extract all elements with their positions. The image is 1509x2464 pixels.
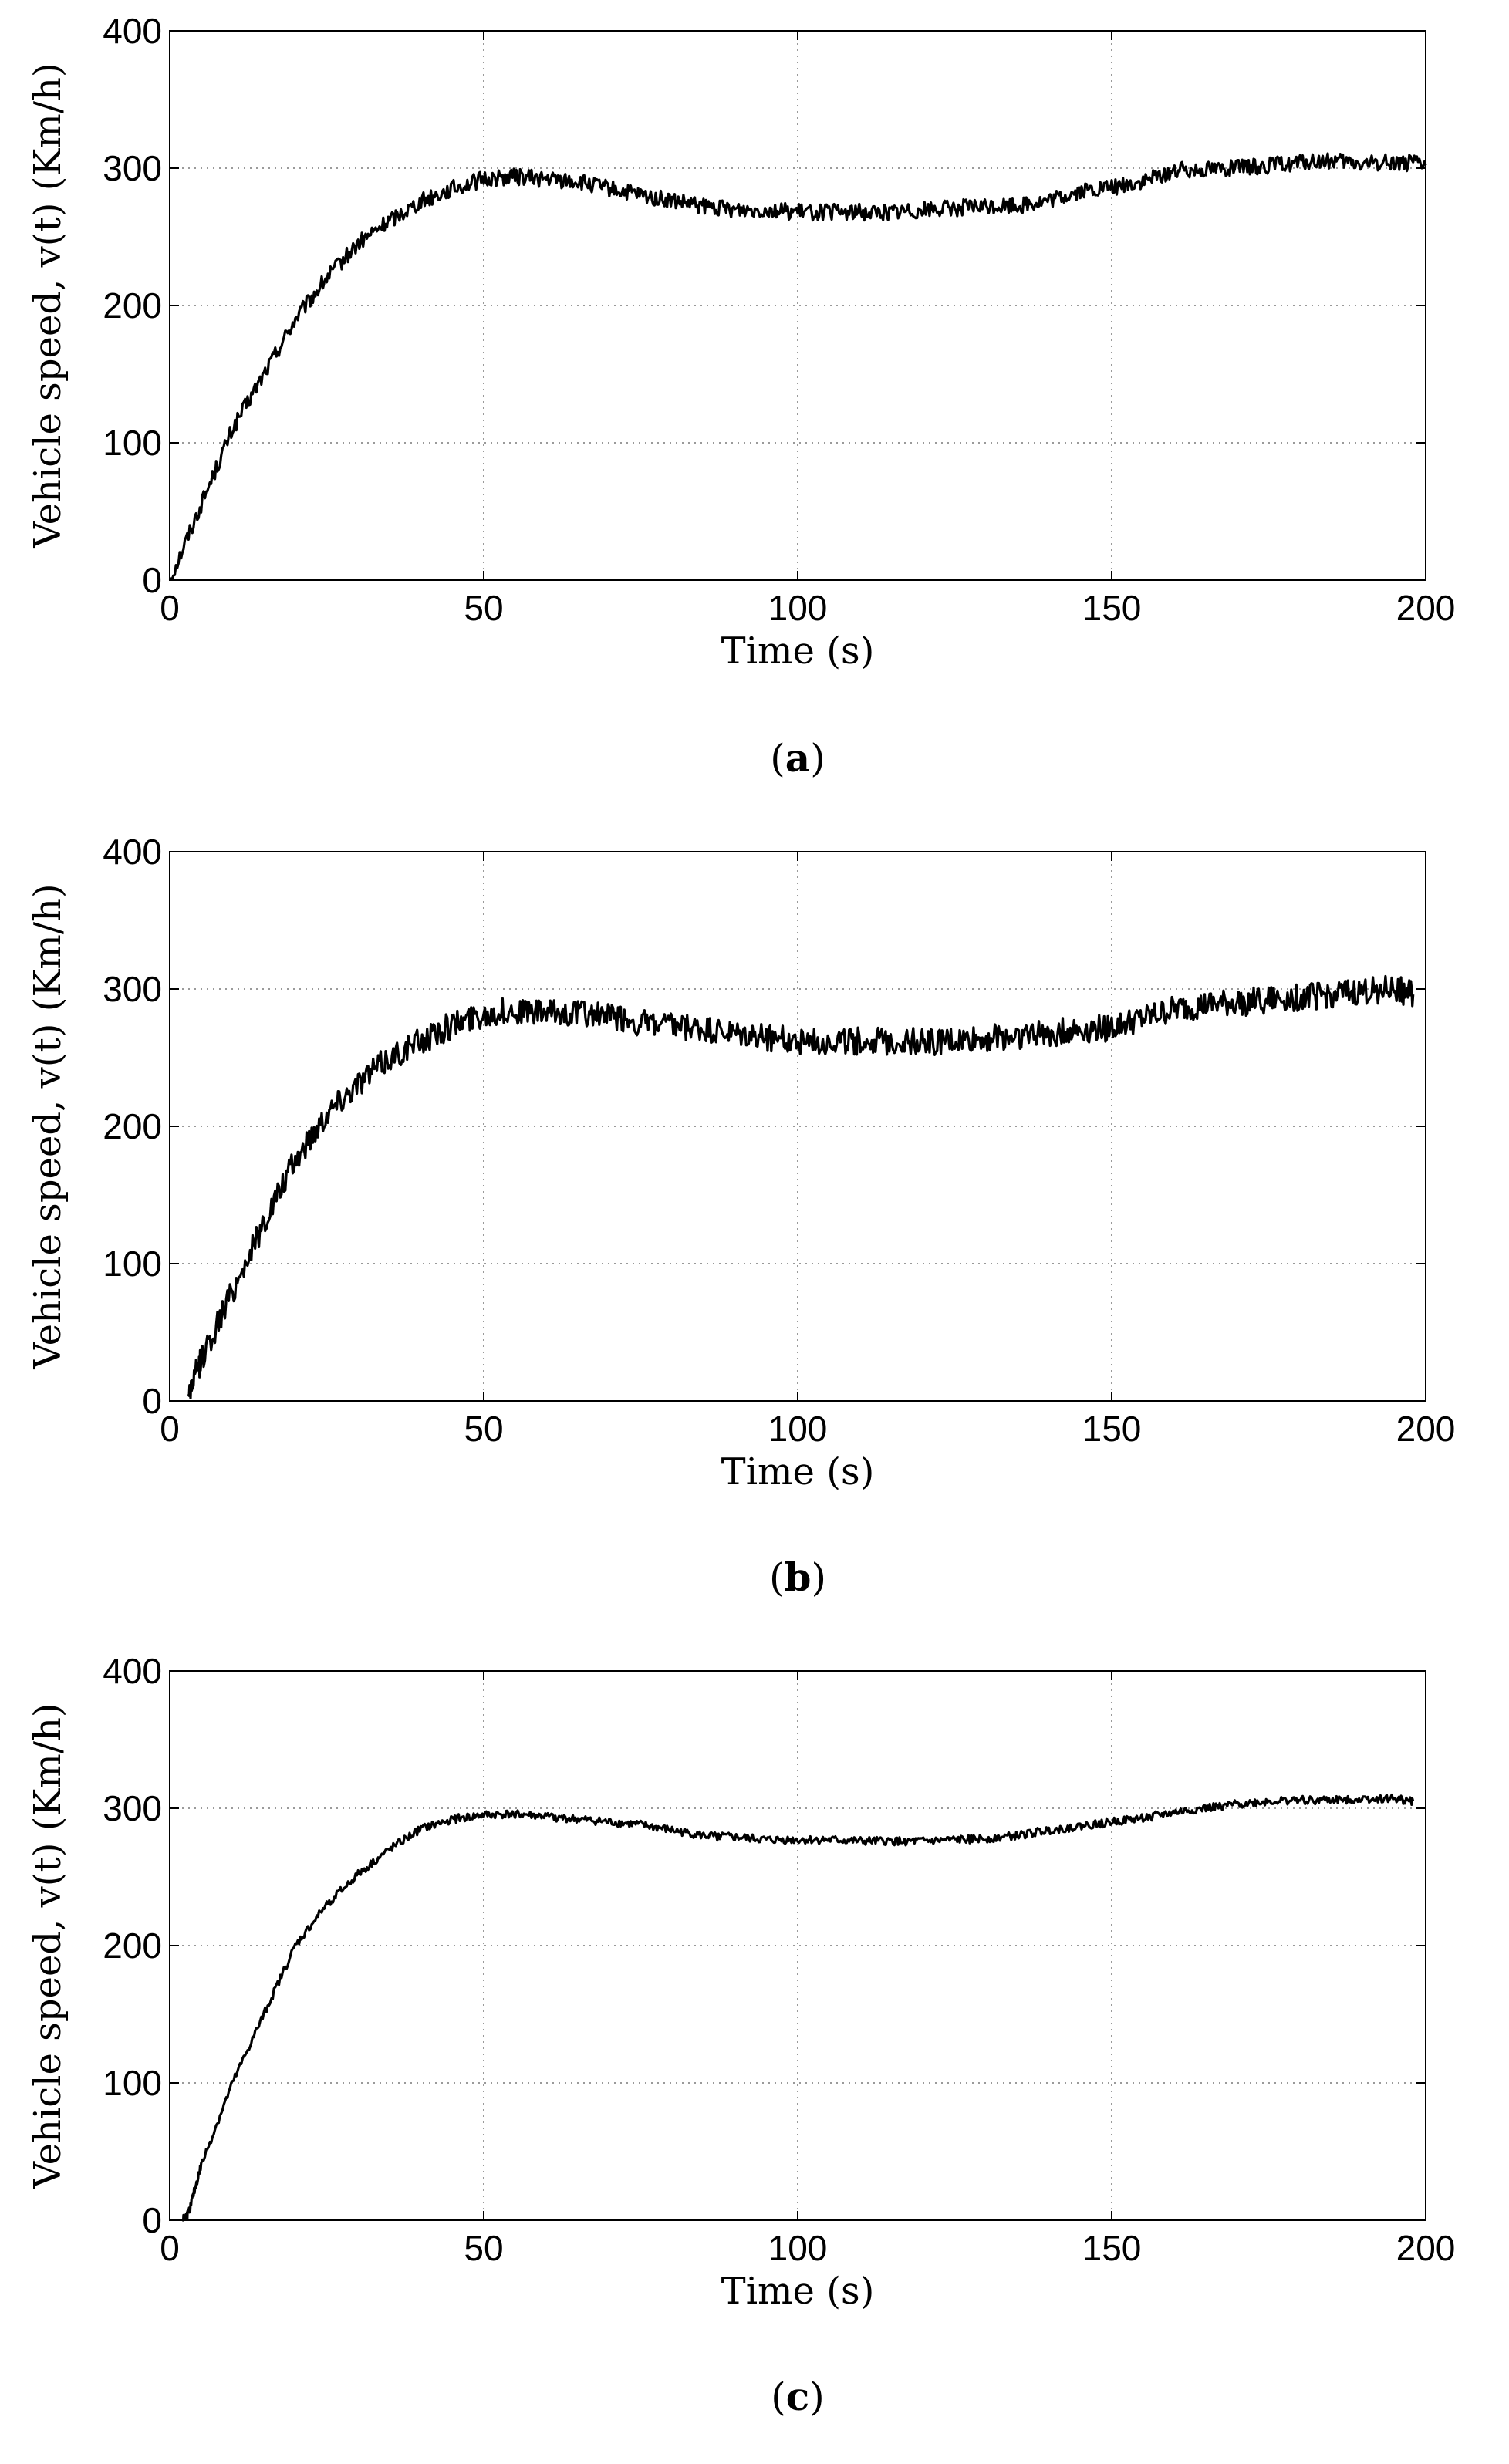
chart-panel-b: 0 50 100 150 200 0 100 200 300 400 Time (s) Vehicle…: [26, 832, 1455, 1600]
x-tick-label: 100: [768, 588, 828, 628]
y-tick-label: 400: [103, 11, 162, 51]
y-tick-label: 100: [103, 1244, 162, 1284]
x-axis-title: Time (s): [721, 1450, 875, 1494]
y-tick-label: 300: [103, 1788, 162, 1828]
y-tick-label: 300: [103, 148, 162, 188]
y-tick-label: 400: [103, 832, 162, 872]
x-tick-label: 100: [768, 1409, 828, 1449]
y-tick-label: 200: [103, 285, 162, 326]
speed-series-line: [181, 1793, 1415, 2222]
x-tick-label: 50: [464, 588, 503, 628]
plot-frame: [169, 851, 1426, 1402]
speed-series-line: [187, 974, 1415, 1399]
x-tick-label: 0: [160, 588, 180, 628]
x-tick-label: 200: [1396, 588, 1456, 628]
plot-area: [170, 1671, 1426, 2220]
y-tick-label: 400: [103, 1651, 162, 1691]
x-tick-label: 0: [160, 2228, 180, 2268]
speed-series-line: [168, 152, 1427, 581]
x-tick-label: 50: [464, 1409, 503, 1449]
chart-panel-c: 0 50 100 150 200 0 100 200 300 400 Time (s) Vehicle…: [26, 1651, 1455, 2419]
x-axis-title: Time (s): [721, 2270, 875, 2313]
y-axis-title: Vehicle speed, v(t) (Km/h): [26, 1703, 69, 2189]
panel-caption: (c): [771, 2374, 824, 2419]
panel-caption: (b): [769, 1554, 826, 1600]
x-axis-title: Time (s): [721, 630, 875, 673]
x-tick-label: 200: [1396, 1409, 1456, 1449]
x-tick-label: 150: [1082, 1409, 1142, 1449]
x-tick-label: 50: [464, 2228, 503, 2268]
plot-area: [170, 852, 1426, 1401]
plot-frame: [169, 30, 1426, 581]
plot-area: [170, 31, 1426, 580]
y-tick-label: 200: [103, 1106, 162, 1146]
y-tick-label: 200: [103, 1926, 162, 1966]
y-tick-label: 0: [142, 2200, 162, 2240]
plot-frame: [169, 1670, 1426, 2221]
y-axis-title: Vehicle speed, v(t) (Km/h): [26, 62, 69, 548]
y-axis-title: Vehicle speed, v(t) (Km/h): [26, 883, 69, 1369]
chart-panel-a: 0 50 100 150 200 0 100 200 300 400 Time (s) Vehicle…: [26, 11, 1455, 781]
x-tick-label: 150: [1082, 588, 1142, 628]
x-tick-label: 150: [1082, 2228, 1142, 2268]
y-tick-label: 0: [142, 1381, 162, 1421]
x-tick-label: 200: [1396, 2228, 1456, 2268]
y-tick-label: 100: [103, 2063, 162, 2103]
y-tick-label: 0: [142, 560, 162, 600]
y-tick-label: 100: [103, 423, 162, 463]
panel-caption: (a): [770, 735, 825, 781]
x-tick-label: 100: [768, 2228, 828, 2268]
x-tick-label: 0: [160, 1409, 180, 1449]
y-tick-label: 300: [103, 969, 162, 1009]
